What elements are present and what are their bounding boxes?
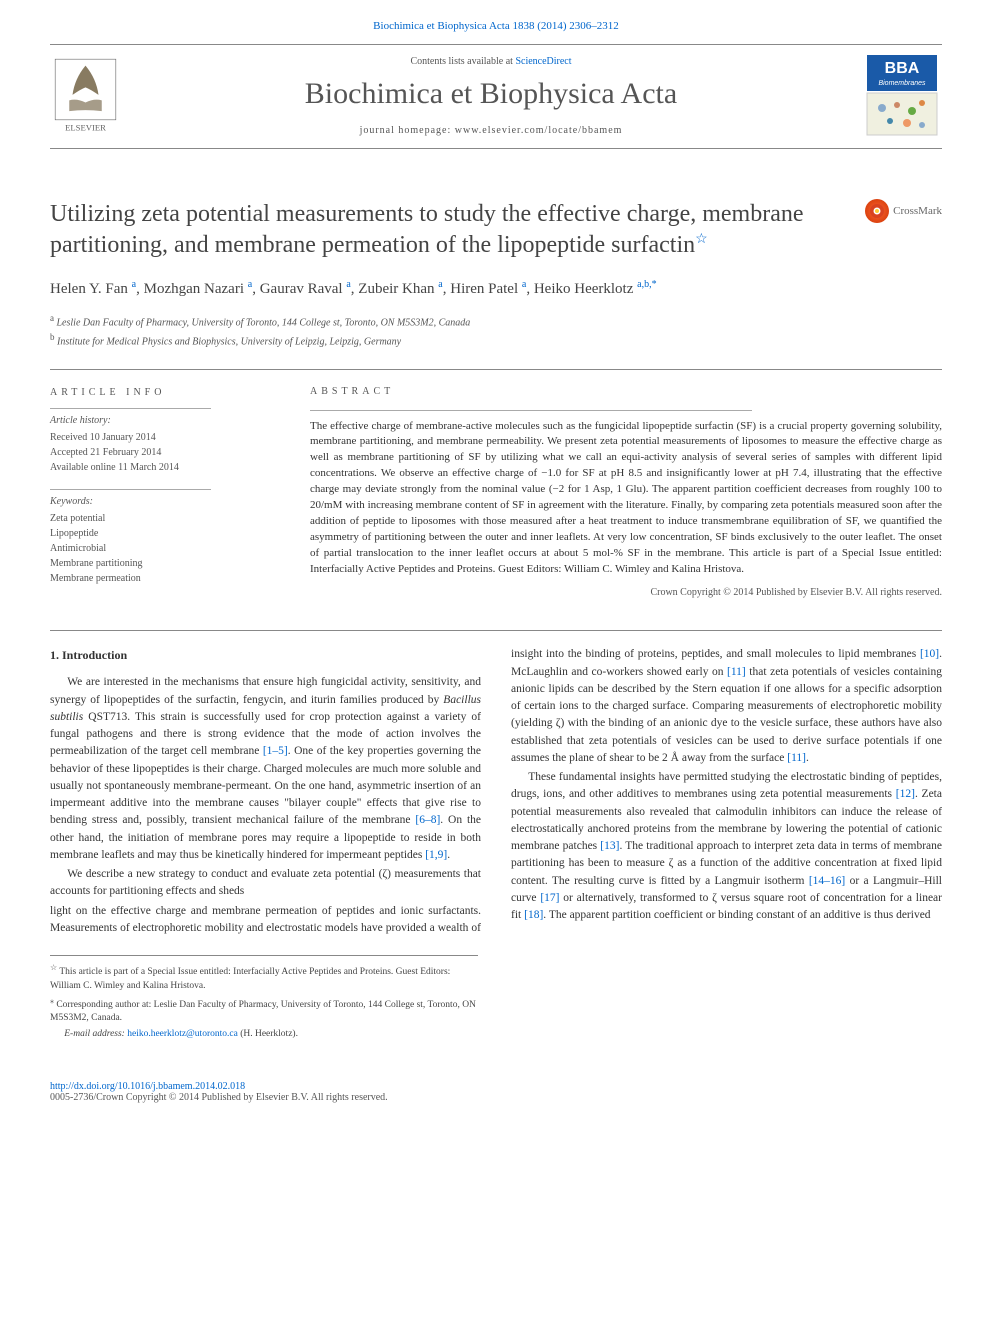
ref-link[interactable]: [11] [787, 752, 806, 764]
doi-link[interactable]: http://dx.doi.org/10.1016/j.bbamem.2014.… [50, 1081, 245, 1092]
svg-text:BBA: BBA [885, 60, 920, 77]
ref-link[interactable]: [13] [600, 840, 619, 852]
keyword: Lipopeptide [50, 526, 280, 541]
article-title: Utilizing zeta potential measurements to… [50, 199, 865, 261]
journal-name: Biochimica et Biophysica Acta [120, 77, 862, 111]
author: Mozhgan Nazari a [144, 281, 253, 297]
journal-homepage: journal homepage: www.elsevier.com/locat… [120, 125, 862, 136]
ref-link[interactable]: [1,9] [425, 849, 447, 861]
author: Zubeir Khan a [358, 281, 442, 297]
article-info-heading: article info [50, 385, 280, 400]
keyword: Antimicrobial [50, 541, 280, 556]
ref-link[interactable]: [11] [727, 666, 746, 678]
keywords-label: Keywords: [50, 494, 280, 509]
keyword: Membrane permeation [50, 571, 280, 586]
footnotes: ☆ This article is part of a Special Issu… [50, 955, 478, 1041]
affiliations: a Leslie Dan Faculty of Pharmacy, Univer… [50, 312, 942, 349]
ref-link[interactable]: [10] [920, 648, 939, 660]
svg-text:ELSEVIER: ELSEVIER [65, 122, 106, 132]
page-footer: http://dx.doi.org/10.1016/j.bbamem.2014.… [50, 1081, 942, 1103]
footnote-special-issue: This article is part of a Special Issue … [50, 967, 450, 990]
abstract-copyright: Crown Copyright © 2014 Published by Else… [310, 586, 942, 601]
footnote-corresponding: Corresponding author at: Leslie Dan Facu… [50, 1000, 476, 1023]
footnote-star-icon: ☆ [50, 963, 57, 972]
history-label: Article history: [50, 413, 280, 428]
svg-text:Biomembranes: Biomembranes [878, 80, 926, 87]
crossmark-icon [865, 199, 889, 223]
footnote-corr-icon: ⁎ [50, 996, 54, 1005]
intro-p1: We are interested in the mechanisms that… [50, 674, 481, 864]
keyword: Membrane partitioning [50, 556, 280, 571]
crossmark-badge[interactable]: CrossMark [865, 199, 942, 223]
email-after: (H. Heerklotz). [238, 1029, 298, 1039]
author: Gaurav Raval a [260, 281, 351, 297]
ref-link[interactable]: [18] [524, 909, 543, 921]
contents-line: Contents lists available at ScienceDirec… [120, 56, 862, 67]
intro-p4: These fundamental insights have permitte… [511, 769, 942, 924]
ref-link[interactable]: [17] [540, 892, 559, 904]
ref-link[interactable]: [12] [896, 788, 915, 800]
author: Helen Y. Fan a [50, 281, 136, 297]
journal-header-center: Contents lists available at ScienceDirec… [120, 56, 862, 136]
article-info: article info Article history: Received 1… [50, 385, 280, 600]
bba-logo: BBA Biomembranes [862, 53, 942, 138]
ref-link[interactable]: [6–8] [415, 814, 440, 826]
journal-header: ELSEVIER Contents lists available at Sci… [50, 44, 942, 149]
sciencedirect-link[interactable]: ScienceDirect [515, 56, 571, 67]
intro-p2: We describe a new strategy to conduct an… [50, 866, 481, 901]
elsevier-logo: ELSEVIER [50, 56, 120, 136]
abstract-heading: abstract [310, 385, 942, 400]
author: Hiren Patel a [450, 281, 526, 297]
main-content: 1. Introduction We are interested in the… [50, 646, 942, 937]
affiliation: b Institute for Medical Physics and Biop… [50, 331, 942, 349]
ref-link[interactable]: [1–5] [263, 745, 288, 757]
author: Heiko Heerklotz a,b,* [534, 281, 657, 297]
abstract: abstract The effective charge of membran… [310, 385, 942, 600]
issn-copyright: 0005-2736/Crown Copyright © 2014 Publish… [50, 1092, 942, 1103]
title-footnote-star[interactable]: ☆ [695, 232, 708, 247]
abstract-text: The effective charge of membrane-active … [310, 419, 942, 578]
authors-list: Helen Y. Fan a, Mozhgan Nazari a, Gaurav… [50, 279, 942, 298]
online-date: Available online 11 March 2014 [50, 460, 280, 475]
journal-citation-link[interactable]: Biochimica et Biophysica Acta 1838 (2014… [50, 20, 942, 32]
ref-link[interactable]: [14–16] [809, 875, 845, 887]
email-label: E-mail address: [64, 1029, 127, 1039]
received-date: Received 10 January 2014 [50, 430, 280, 445]
affiliation: a Leslie Dan Faculty of Pharmacy, Univer… [50, 312, 942, 330]
intro-heading: 1. Introduction [50, 646, 481, 664]
email-link[interactable]: heiko.heerklotz@utoronto.ca [127, 1029, 238, 1039]
accepted-date: Accepted 21 February 2014 [50, 445, 280, 460]
crossmark-label: CrossMark [893, 205, 942, 217]
keyword: Zeta potential [50, 511, 280, 526]
